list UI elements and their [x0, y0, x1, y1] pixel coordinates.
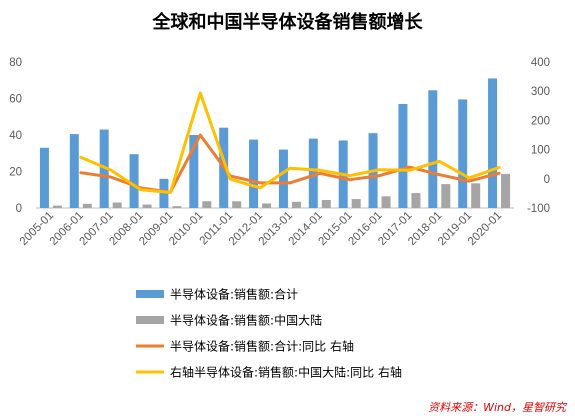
- bar: [351, 199, 361, 208]
- bar: [398, 103, 408, 208]
- source-note: 资料来源：Wind，星智研究: [428, 401, 568, 414]
- bar: [291, 201, 301, 208]
- y2-tick-label: 0: [544, 174, 550, 186]
- legend-swatch: [136, 316, 164, 324]
- y-tick-label: 20: [9, 167, 22, 179]
- bar: [428, 90, 438, 208]
- y2-tick-label: 100: [531, 145, 550, 157]
- y-tick-label: 60: [9, 94, 22, 106]
- bar: [172, 206, 182, 208]
- legend-label: 半导体设备:销售额:合计: [170, 287, 298, 302]
- bar: [69, 134, 79, 208]
- x-tick-label: 2020-01: [466, 210, 504, 248]
- bar: [129, 154, 139, 208]
- bars-group: [39, 78, 511, 208]
- legend-swatch: [136, 290, 164, 298]
- bar: [39, 147, 49, 208]
- bar: [249, 139, 259, 208]
- chart-title: 全球和中国半导体设备销售额增长: [152, 11, 424, 33]
- bar: [441, 184, 451, 208]
- legend-label: 半导体设备:销售额:合计:同比 右轴: [170, 339, 354, 354]
- bar: [458, 99, 468, 208]
- bar: [52, 205, 62, 208]
- bar: [142, 204, 152, 208]
- legend-label: 半导体设备:销售额:中国大陆: [170, 313, 322, 328]
- lines-group: [79, 91, 501, 194]
- bar: [82, 203, 92, 208]
- bar: [308, 138, 318, 208]
- y2-tick-label: -100: [527, 203, 550, 215]
- y2-tick-label: 300: [531, 86, 550, 98]
- bar: [381, 196, 391, 208]
- bar: [262, 203, 272, 208]
- y-tick-label: 0: [16, 203, 22, 215]
- bar: [488, 78, 498, 208]
- bar: [471, 183, 481, 208]
- bar: [159, 178, 169, 208]
- y-tick-label: 80: [9, 57, 22, 69]
- bar: [321, 199, 331, 208]
- bar: [232, 201, 242, 208]
- y2-tick-label: 400: [531, 57, 550, 69]
- legend-label: 右轴半导体设备:销售额:中国大陆:同比 右轴: [170, 365, 402, 380]
- y2-tick-label: 200: [531, 115, 550, 127]
- bar: [411, 193, 421, 208]
- bar: [278, 149, 288, 208]
- bar: [202, 201, 212, 208]
- bar: [112, 202, 122, 208]
- y-tick-label: 40: [9, 130, 22, 142]
- legend-group: 半导体设备:销售额:合计半导体设备:销售额:中国大陆半导体设备:销售额:合计:同…: [136, 287, 402, 380]
- bar: [501, 173, 511, 208]
- bar: [189, 135, 199, 208]
- series-line: [79, 91, 501, 194]
